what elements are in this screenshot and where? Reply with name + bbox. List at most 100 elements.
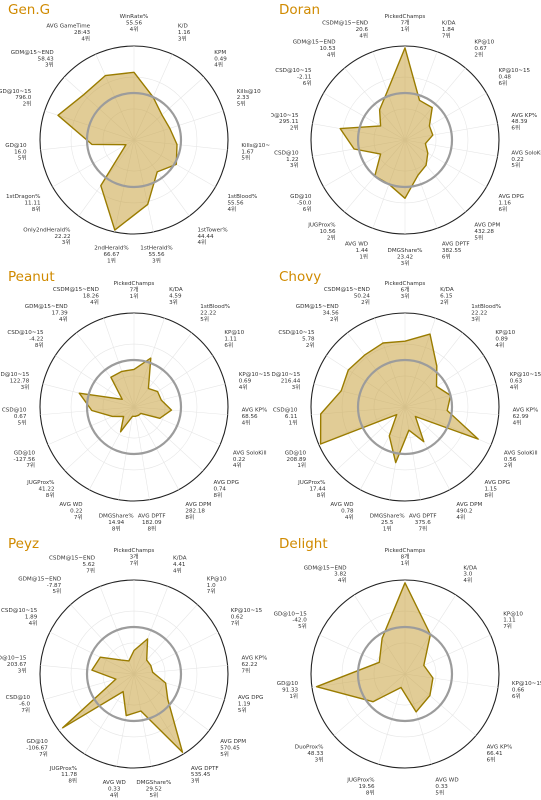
axis-rank-label: 2위 bbox=[327, 234, 336, 242]
axis-rank-label: 7위 bbox=[503, 622, 512, 630]
radar-panel-doran: Doran PickedChamps 7개 1위 K/DA 1.84 7위 KP@10 0.6… bbox=[271, 0, 541, 266]
axis-name-label: KP@10 bbox=[503, 611, 523, 617]
radar-panel-gen-g: Gen.G WinRate% 55.56 4위 K/D 1.16 3위 KPM 0.49 4위 K… bbox=[0, 0, 270, 266]
axis-rank-label: 2위 bbox=[361, 298, 370, 306]
axis-value-label: 0.48 bbox=[499, 75, 512, 81]
axis-rank-label: 2위 bbox=[440, 298, 449, 306]
axis-value-label: 17.39 bbox=[52, 310, 68, 316]
axis-value-label: 7개 bbox=[401, 19, 410, 27]
axis-value-label: 16.0 bbox=[14, 149, 27, 155]
axis-name-label: K/DA bbox=[440, 287, 454, 293]
axis-value-label: 1.67 bbox=[241, 149, 254, 155]
axis-value-label: 1.44 bbox=[356, 248, 369, 254]
axis-value-label: 55.56 bbox=[228, 200, 244, 206]
axis-rank-label: 7위 bbox=[231, 619, 240, 627]
axis-name-label: PickedChamps bbox=[385, 548, 426, 554]
axis-name-label: AVG DPG bbox=[499, 194, 524, 200]
axis-name-label: CSD@10 bbox=[6, 695, 31, 701]
axis-rank-label: 4위 bbox=[456, 513, 465, 521]
axis-rank-label: 7위 bbox=[130, 559, 139, 567]
axis-name-label: KP@10 bbox=[474, 40, 494, 46]
axis-value-label: 6.15 bbox=[440, 294, 453, 300]
axis-value-label: 1.16 bbox=[499, 200, 512, 206]
axis-value-label: 5.78 bbox=[302, 337, 315, 343]
axis-name-label: DMGShare% bbox=[136, 780, 171, 786]
axis-name-label: GD@10 bbox=[277, 681, 299, 687]
axis-value-label: 0.74 bbox=[214, 487, 227, 493]
axis-rank-label: 4위 bbox=[510, 383, 519, 391]
radar-chart: PickedChamps6개3위K/DA6.152위1stBlood%22.22… bbox=[271, 281, 541, 532]
axis-value-label: 0.22 bbox=[233, 457, 245, 463]
axis-name-label: AVG DPG bbox=[214, 480, 239, 486]
axis-rank-label: 8위 bbox=[366, 788, 375, 796]
axis-name-label: GD@10~15 bbox=[0, 372, 30, 378]
axis-name-label: CSDM@15~END bbox=[322, 21, 368, 27]
axis-value-label: 11.11 bbox=[24, 200, 40, 206]
axis-rank-label: 3위 bbox=[178, 34, 187, 42]
axis-name-label: KP@10~15 bbox=[510, 372, 541, 378]
axis-value-label: 570.45 bbox=[220, 746, 240, 752]
axis-name-label: AVG DPTF bbox=[191, 766, 219, 772]
axis-name-label: DMGShare% bbox=[99, 514, 134, 520]
axis-value-label: 0.62 bbox=[231, 615, 243, 621]
axis-value-label: 20.6 bbox=[356, 27, 369, 33]
axis-value-label: 0.89 bbox=[495, 337, 508, 343]
axis-value-label: 216.44 bbox=[281, 379, 301, 385]
axis-rank-label: 2위 bbox=[474, 50, 483, 58]
axis-value-label: 796.0 bbox=[15, 95, 31, 101]
axis-value-label: 1.0 bbox=[207, 583, 216, 589]
axis-rank-label: 7위 bbox=[86, 566, 95, 574]
axis-rank-label: 5위 bbox=[474, 234, 483, 242]
axis-rank-label: 3위 bbox=[21, 383, 30, 391]
axis-rank-label: 4위 bbox=[345, 513, 354, 521]
axis-rank-label: 3위 bbox=[290, 161, 299, 169]
axis-value-label: 295.11 bbox=[279, 119, 299, 125]
axis-name-label: GD@10~15 bbox=[271, 372, 301, 378]
axis-value-label: 62.22 bbox=[242, 662, 258, 668]
axis-rank-label: 6위 bbox=[224, 341, 233, 349]
axis-rank-label: 5위 bbox=[435, 788, 444, 796]
axis-rank-label: 1위 bbox=[383, 524, 392, 532]
axis-rank-label: 6위 bbox=[499, 205, 508, 213]
axis-rank-label: 5위 bbox=[241, 154, 250, 162]
axis-name-label: CSD@10 bbox=[274, 150, 299, 156]
axis-rank-label: 5위 bbox=[220, 750, 229, 758]
axis-rank-label: 3위 bbox=[292, 383, 301, 391]
axis-value-label: 29.52 bbox=[146, 787, 162, 793]
radar-title: Delight bbox=[279, 536, 328, 552]
axis-name-label: DMGShare% bbox=[370, 514, 405, 520]
axis-name-label: KP@10~15 bbox=[239, 372, 270, 378]
axis-rank-label: 1위 bbox=[130, 292, 139, 300]
axis-rank-label: 5위 bbox=[511, 161, 520, 169]
axis-name-label: AVG DPM bbox=[220, 739, 246, 745]
axis-rank-label: 2위 bbox=[290, 124, 299, 132]
axis-name-label: 1stTower% bbox=[198, 227, 228, 233]
axis-rank-label: 4위 bbox=[59, 315, 68, 323]
axis-name-label: GDM@15~END bbox=[304, 565, 347, 571]
axis-value-label: -50.0 bbox=[297, 200, 312, 206]
